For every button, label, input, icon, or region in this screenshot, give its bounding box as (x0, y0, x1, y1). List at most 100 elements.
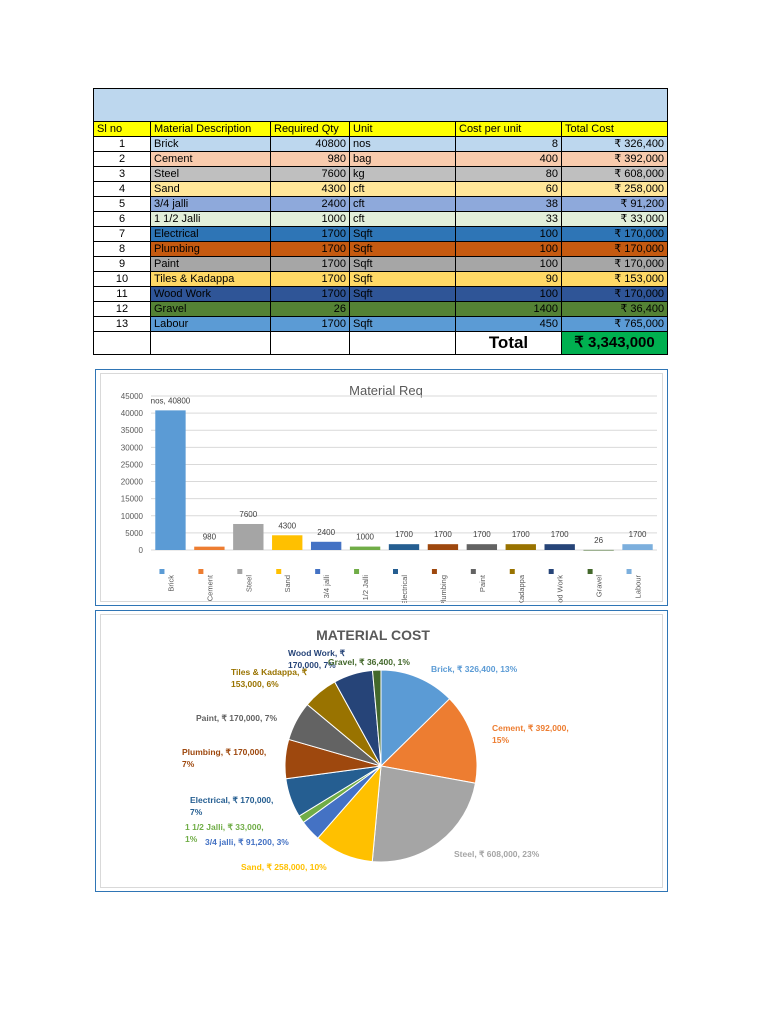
pie-data-label: Sand, ₹ 258,000, 10% (241, 862, 327, 872)
cell-sl-no: 11 (93, 286, 151, 302)
cell-sl-no: 12 (93, 301, 151, 317)
cell-total-cost: ₹ 326,400 (560, 136, 669, 152)
empty-cell (270, 331, 350, 355)
material-req-chart-frame: Material Req 0 5000 10000 15000 20000 25000 300… (95, 369, 668, 630)
cell-qty: 2400 (270, 196, 350, 212)
bar (505, 544, 536, 550)
legend-label: 1 1/2 Jalli (361, 575, 370, 603)
legend-swatch (587, 569, 593, 574)
cell-material: Labour (150, 316, 271, 332)
cell-total-cost: ₹ 258,000 (560, 181, 669, 197)
pie-data-label: 3/4 jalli, ₹ 91,200, 3% (205, 837, 289, 847)
cell-cost-per-unit: 100 (455, 241, 562, 257)
cell-unit (349, 301, 456, 317)
legend-label: Tiles & Kadappa (517, 574, 526, 603)
cell-qty: 1700 (270, 286, 350, 302)
pie-data-label: 7% (190, 807, 203, 817)
bar-data-label: 4300 (278, 521, 296, 530)
cell-unit: Sqft (349, 256, 456, 272)
cell-sl-no: 7 (93, 226, 151, 242)
legend-swatch (237, 569, 243, 574)
cell-material: Paint (150, 256, 271, 272)
cell-cost-per-unit: 100 (455, 256, 562, 272)
cell-cost-per-unit: 100 (455, 226, 562, 242)
table-row: 5 3/4 jalli 2400 cft 38 ₹ 91,200 (93, 196, 669, 212)
pie-data-label: 1 1/2 Jalli, ₹ 33,000, (185, 822, 264, 832)
bar-data-label: 2400 (317, 528, 335, 537)
cell-qty: 40800 (270, 136, 350, 152)
bar-data-label: 7600 (239, 510, 257, 519)
cell-material: Brick (150, 136, 271, 152)
pie-data-label: 153,000, 6% (231, 679, 279, 689)
cell-total-cost: ₹ 36,400 (560, 301, 669, 317)
legend-swatch (315, 569, 321, 574)
cell-sl-no: 13 (93, 316, 151, 332)
cell-sl-no: 1 (93, 136, 151, 152)
pie-data-label: Electrical, ₹ 170,000, (190, 795, 273, 805)
cell-material: 1 1/2 Jalli (150, 211, 271, 227)
table-row: 2 Cement 980 bag 400 ₹ 392,000 (93, 151, 669, 167)
legend-swatch (276, 569, 282, 574)
bar-chart-title: Material Req (349, 383, 423, 398)
cell-total-cost: ₹ 170,000 (560, 256, 669, 272)
y-tick-label: 20000 (121, 478, 144, 487)
cell-material: Plumbing (150, 241, 271, 257)
bar (272, 535, 303, 550)
header-material-description: Material Description (150, 121, 271, 137)
bar-data-label: 26 (594, 536, 603, 545)
table-row: 9 Paint 1700 Sqft 100 ₹ 170,000 (93, 256, 669, 272)
pie-data-label: Cement, ₹ 392,000, (492, 723, 569, 733)
bar (427, 544, 459, 550)
pie-data-label: Paint, ₹ 170,000, 7% (196, 713, 277, 723)
y-tick-label: 10000 (121, 512, 144, 521)
bar-data-label: 1700 (551, 530, 569, 539)
bar (544, 544, 575, 550)
legend-label: Brick (166, 575, 175, 592)
legend-swatch (470, 569, 476, 574)
table-total-row: Total ₹ 3,343,000 (93, 331, 669, 355)
cell-unit: kg (349, 166, 456, 182)
y-tick-label: 30000 (121, 443, 144, 452)
bar-data-label: 1700 (512, 530, 530, 539)
pie-data-label: Steel, ₹ 608,000, 23% (454, 849, 540, 859)
cell-total-cost: ₹ 91,200 (560, 196, 669, 212)
legend-label: 3/4 jalli (322, 575, 331, 599)
cell-qty: 980 (270, 151, 350, 167)
cell-cost-per-unit: 8 (455, 136, 562, 152)
header-required-qty: Required Qty (270, 121, 350, 137)
cell-sl-no: 3 (93, 166, 151, 182)
table-row: 10 Tiles & Kadappa 1700 Sqft 90 ₹ 153,000 (93, 271, 669, 287)
cell-total-cost: ₹ 170,000 (560, 241, 669, 257)
legend-label: Cement (205, 574, 214, 601)
empty-cell (93, 331, 151, 355)
material-req-chart-area: Material Req 0 5000 10000 15000 20000 25000 300… (100, 373, 663, 630)
cell-material: Tiles & Kadappa (150, 271, 271, 287)
cell-material: Electrical (150, 226, 271, 242)
legend-swatch (159, 569, 165, 574)
header-unit: Unit (349, 121, 456, 137)
cell-sl-no: 5 (93, 196, 151, 212)
table-row: 3 Steel 7600 kg 80 ₹ 608,000 (93, 166, 669, 182)
pie-data-label: 15% (492, 735, 509, 745)
pie-data-label: Gravel, ₹ 36,400, 1% (328, 657, 410, 667)
bar-data-label: 1700 (434, 530, 452, 539)
cell-unit: cft (349, 181, 456, 197)
cell-sl-no: 10 (93, 271, 151, 287)
table-row: 1 Brick 40800 nos 8 ₹ 326,400 (93, 136, 669, 152)
table-header-row: Sl no Material Description Required Qty … (93, 121, 669, 137)
legend-swatch (198, 569, 204, 574)
y-tick-label: 40000 (121, 409, 144, 418)
pie-data-label: Wood Work, ₹ (288, 648, 346, 658)
table-banner-row (92, 88, 669, 122)
cell-sl-no: 8 (93, 241, 151, 257)
cell-material: Cement (150, 151, 271, 167)
cell-material: Steel (150, 166, 271, 182)
cell-qty: 4300 (270, 181, 350, 197)
cell-cost-per-unit: 400 (455, 151, 562, 167)
table-row: 7 Electrical 1700 Sqft 100 ₹ 170,000 (93, 226, 669, 242)
bar (466, 544, 498, 550)
cell-qty: 26 (270, 301, 350, 317)
cell-cost-per-unit: 450 (455, 316, 562, 332)
bar-data-label: 980 (203, 533, 217, 542)
